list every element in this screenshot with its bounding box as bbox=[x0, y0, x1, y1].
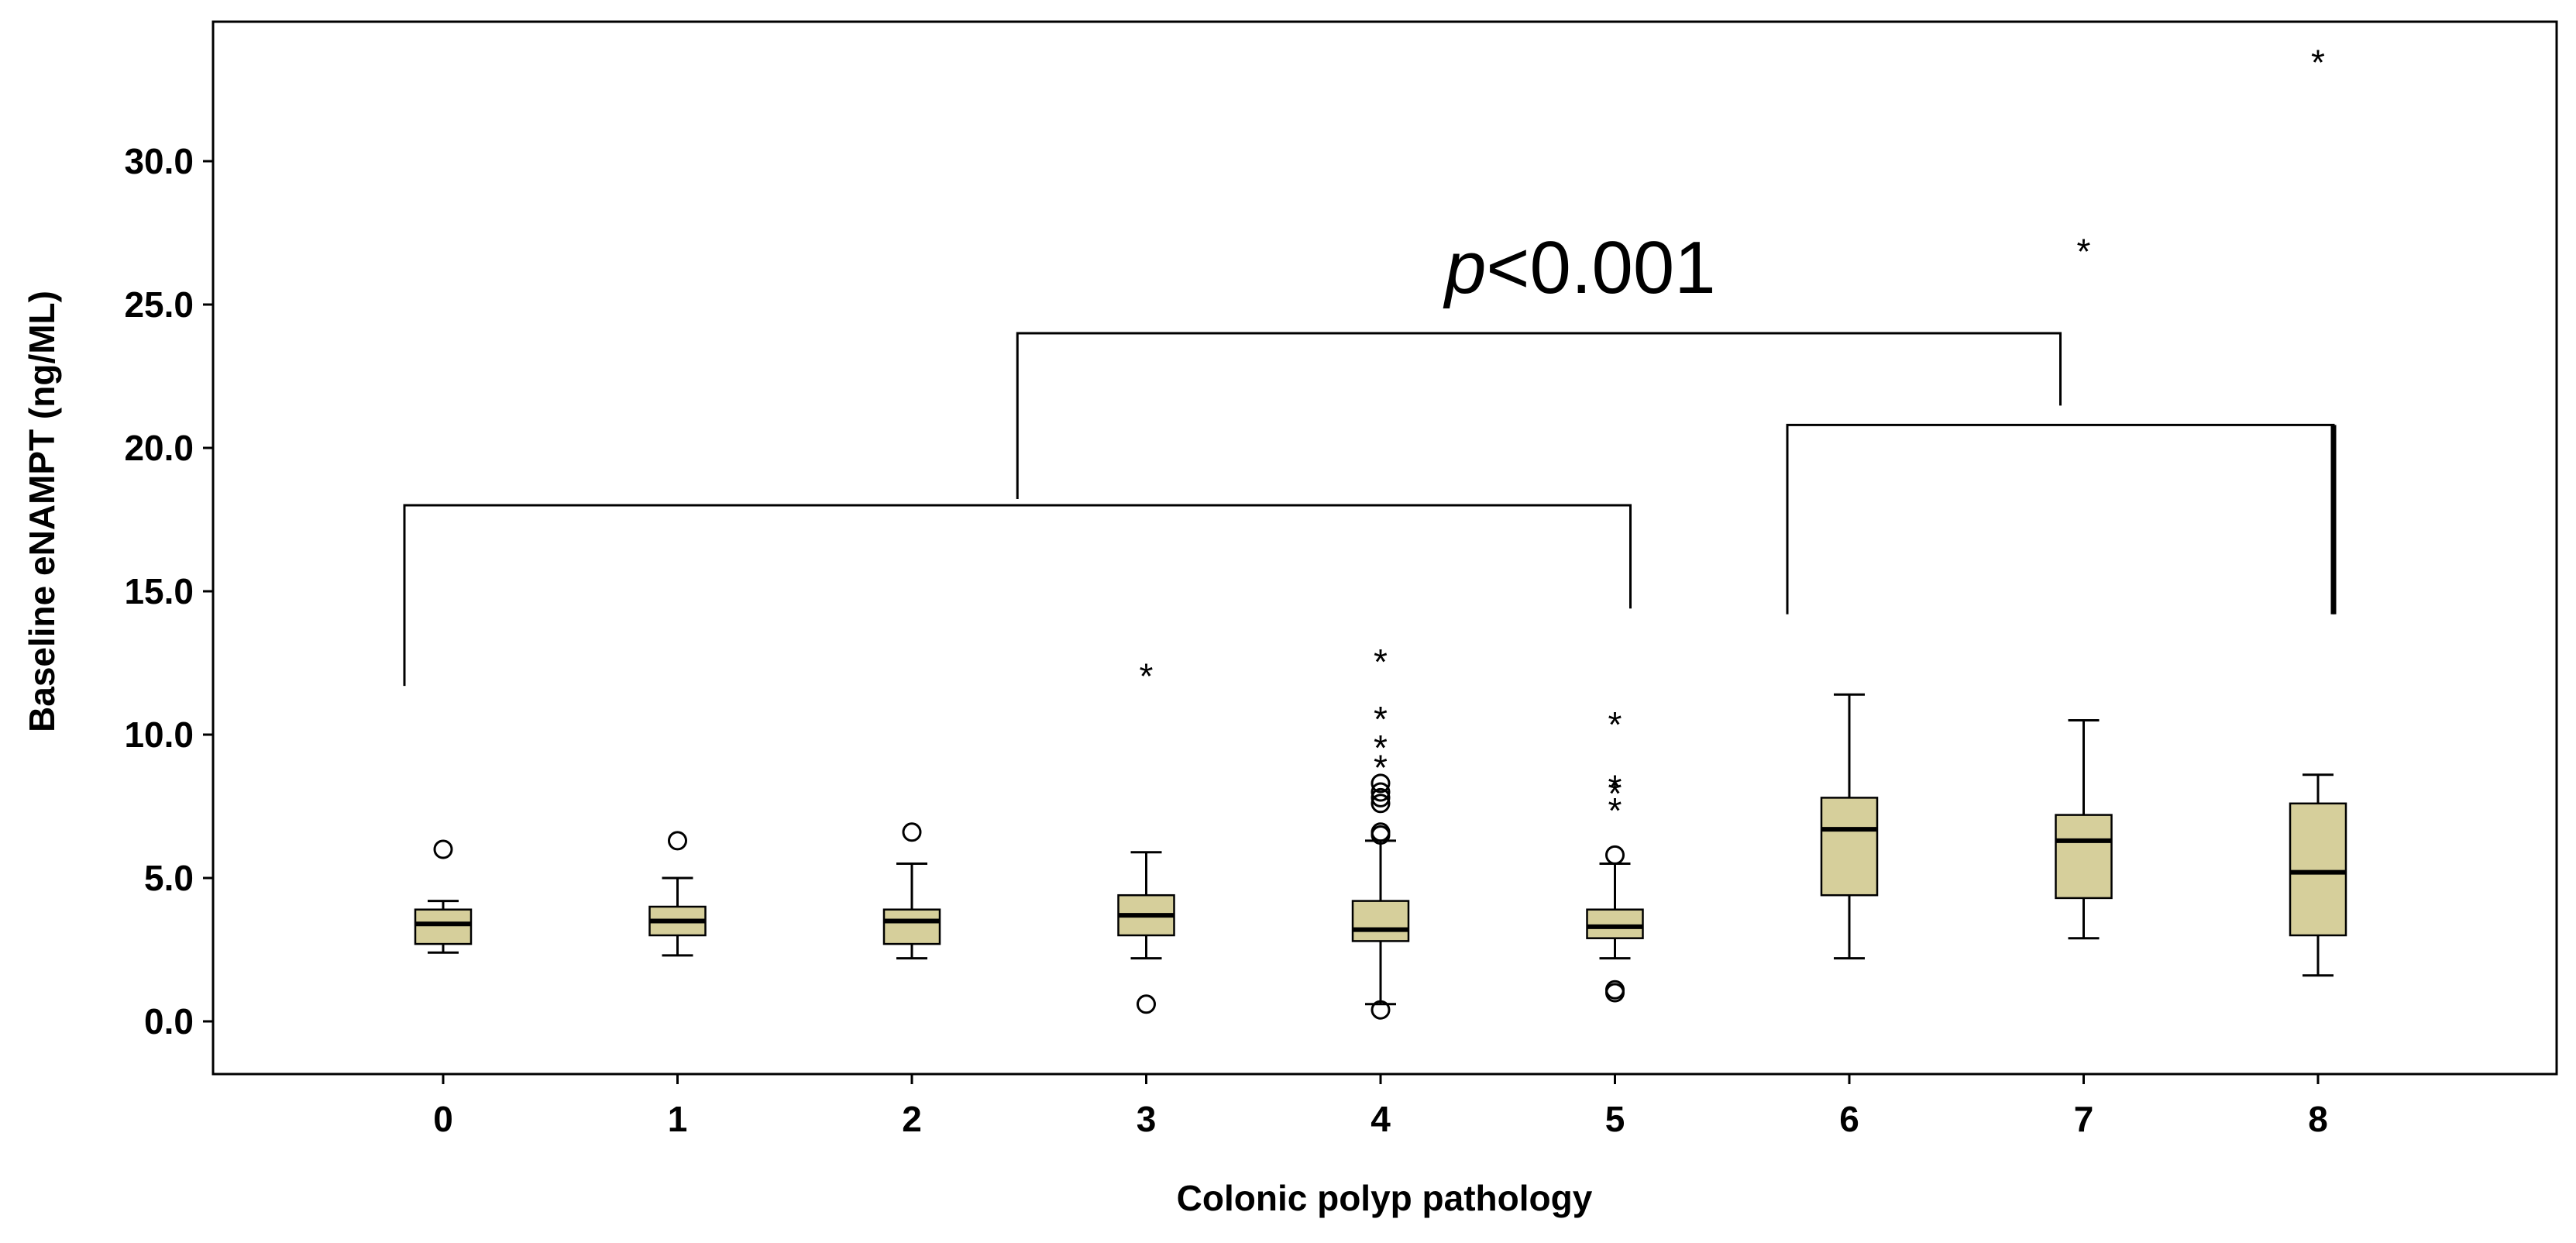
outlier-star: * bbox=[1374, 699, 1388, 739]
outlier-circle bbox=[902, 822, 922, 842]
y-axis-title: Baseline eNAMPT (ng/ML) bbox=[22, 291, 62, 732]
x-tick-label: 7 bbox=[2074, 1099, 2094, 1139]
outlier-star: * bbox=[1374, 728, 1388, 768]
y-tick-label: 5.0 bbox=[144, 858, 194, 898]
box-group-5: **** bbox=[1586, 704, 1644, 1003]
outlier-star: * bbox=[1608, 704, 1622, 745]
x-tick-label: 3 bbox=[1137, 1099, 1157, 1139]
outlier-circle bbox=[1605, 845, 1625, 865]
box-series: *********** bbox=[414, 43, 2347, 1020]
box-group-3: * bbox=[1117, 656, 1175, 1014]
y-tick-label: 15.0 bbox=[124, 571, 194, 611]
y-tick-label: 10.0 bbox=[124, 714, 194, 755]
x-tick-label: 6 bbox=[1839, 1099, 1859, 1139]
p-value-rest: <0.001 bbox=[1486, 226, 1715, 309]
outlier-star: * bbox=[1608, 790, 1622, 831]
iqr-box bbox=[1351, 900, 1410, 942]
y-tick-label: 30.0 bbox=[124, 141, 194, 181]
x-tick-label: 8 bbox=[2308, 1099, 2328, 1139]
x-axis: 0 1 2 3 4 5 6 7 8 bbox=[433, 1074, 2328, 1139]
outlier-circle bbox=[668, 831, 687, 851]
bracket-left bbox=[403, 504, 1632, 687]
y-tick-label: 25.0 bbox=[124, 284, 194, 325]
x-axis-title: Colonic polyp pathology bbox=[1177, 1178, 1593, 1218]
box-group-4: **** bbox=[1351, 642, 1410, 1020]
p-value-label: p<0.001 bbox=[1443, 226, 1716, 309]
outlier-circle bbox=[1371, 822, 1391, 842]
outlier-star: * bbox=[1608, 768, 1622, 808]
iqr-box bbox=[414, 908, 473, 945]
y-axis: 0.0 5.0 10.0 15.0 20.0 25.0 30.0 bbox=[124, 141, 213, 1042]
outlier-star: * bbox=[1374, 748, 1388, 788]
x-tick-label: 1 bbox=[668, 1099, 688, 1139]
y-tick-label: 20.0 bbox=[124, 428, 194, 468]
x-tick-label: 5 bbox=[1605, 1099, 1625, 1139]
box-group-1 bbox=[648, 831, 707, 957]
outlier-circle bbox=[1371, 787, 1391, 807]
outlier-circle bbox=[1371, 1000, 1391, 1020]
bracket-right bbox=[1786, 423, 2335, 615]
x-tick-label: 4 bbox=[1371, 1099, 1391, 1139]
box-group-6 bbox=[1820, 693, 1879, 960]
outlier-star: * bbox=[1608, 773, 1622, 814]
bracket-top bbox=[1016, 332, 2062, 499]
outlier-circle bbox=[1371, 794, 1391, 814]
outlier-star: * bbox=[2077, 232, 2091, 272]
y-tick-label: 0.0 bbox=[144, 1001, 194, 1042]
plot-frame bbox=[212, 20, 2558, 1076]
x-tick-label: 0 bbox=[433, 1099, 453, 1139]
outlier-star: * bbox=[1140, 656, 1154, 696]
x-tick-label: 2 bbox=[902, 1099, 922, 1139]
outlier-circle bbox=[1371, 773, 1391, 794]
outlier-star: * bbox=[1374, 642, 1388, 682]
box-group-8: * bbox=[2289, 43, 2347, 977]
outlier-circle bbox=[1371, 782, 1391, 802]
iqr-box bbox=[1586, 908, 1644, 939]
iqr-box bbox=[2289, 802, 2347, 937]
box-group-0 bbox=[414, 839, 473, 954]
iqr-box bbox=[882, 908, 941, 945]
iqr-box bbox=[2055, 814, 2113, 900]
outlier-circle bbox=[1605, 980, 1625, 1000]
p-value-prefix: p bbox=[1443, 226, 1486, 309]
outlier-star: * bbox=[2311, 43, 2325, 83]
box-group-7: * bbox=[2055, 232, 2113, 940]
outlier-circle bbox=[1137, 994, 1156, 1014]
iqr-box bbox=[1820, 797, 1879, 897]
significance-annotation: p<0.001 bbox=[403, 226, 2337, 687]
outlier-circle bbox=[433, 839, 453, 859]
box-group-2 bbox=[882, 822, 941, 960]
